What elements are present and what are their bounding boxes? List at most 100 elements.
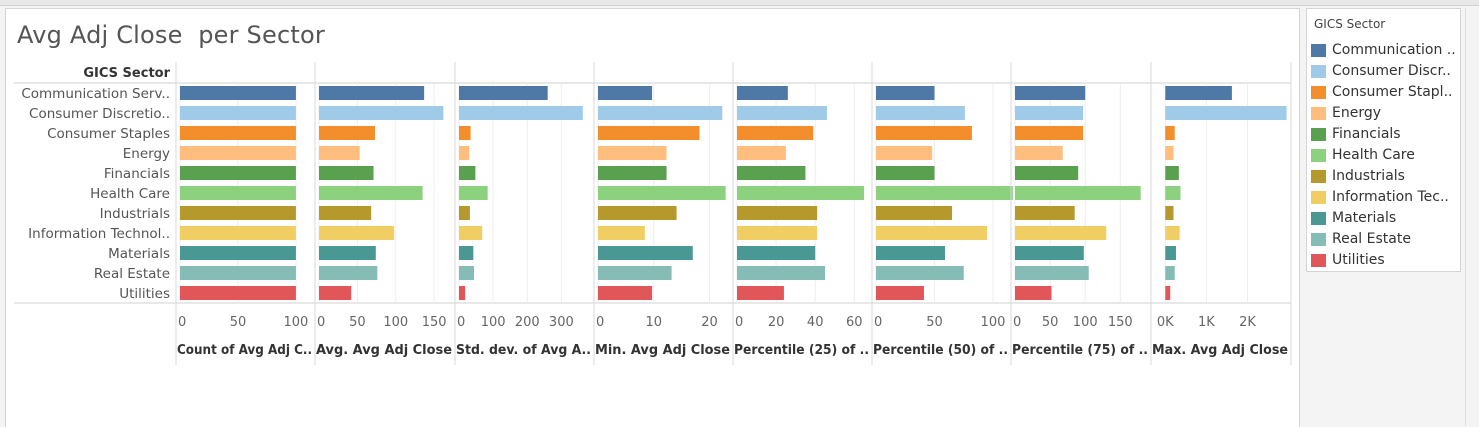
bar — [876, 266, 964, 280]
axis-title: Percentile (75) of .. — [1012, 343, 1148, 358]
bar — [598, 266, 672, 280]
category-label: Communication Serv.. — [21, 86, 170, 102]
tick-label: 200 — [515, 315, 540, 330]
legend-item[interactable]: Health Care — [1311, 146, 1457, 164]
bar — [180, 146, 296, 160]
bar — [319, 166, 374, 180]
bar — [737, 206, 818, 220]
legend-label: Industrials — [1332, 168, 1405, 184]
legend-label: Consumer Stapl.. — [1332, 84, 1453, 100]
bar — [1165, 166, 1179, 180]
legend-label: Communication .. — [1332, 42, 1456, 58]
legend-item[interactable]: Financials — [1311, 125, 1457, 143]
legend-item[interactable]: Information Tec.. — [1311, 188, 1457, 206]
bar — [1165, 226, 1180, 240]
legend-swatch — [1311, 148, 1326, 162]
tick-label: 0K — [1157, 315, 1174, 330]
tick-label: 1K — [1198, 315, 1215, 330]
tick-label: 0 — [596, 315, 604, 330]
bar — [459, 246, 474, 260]
bar — [180, 166, 296, 180]
axis-title: Percentile (25) of .. — [734, 343, 869, 358]
axis-title: Percentile (50) of .. — [873, 343, 1008, 358]
bar — [459, 146, 470, 160]
legend-label: Materials — [1332, 210, 1397, 226]
category-label: Energy — [123, 146, 170, 162]
scrollbar-divider — [1465, 8, 1466, 426]
legend-title: GICS Sector — [1314, 17, 1386, 31]
legend-swatch — [1311, 106, 1326, 120]
legend-item[interactable]: Communication .. — [1311, 41, 1457, 59]
legend-item[interactable]: Industrials — [1311, 167, 1457, 185]
legend-item[interactable]: Consumer Discr.. — [1311, 62, 1457, 80]
bar — [737, 186, 865, 200]
tick-label: 60 — [846, 315, 863, 330]
legend-item[interactable]: Consumer Stapl.. — [1311, 83, 1457, 101]
legend-item[interactable]: Real Estate — [1311, 230, 1457, 248]
legend-item[interactable]: Materials — [1311, 209, 1457, 227]
bar — [876, 186, 1013, 200]
bar — [1015, 166, 1079, 180]
category-label: Consumer Discretio.. — [29, 106, 170, 122]
legend-swatch — [1311, 232, 1326, 246]
category-label: Materials — [108, 246, 170, 262]
bar — [598, 166, 667, 180]
tick-label: 40 — [807, 315, 824, 330]
legend-label: Financials — [1332, 126, 1401, 142]
bar — [459, 166, 476, 180]
bar — [1015, 226, 1107, 240]
bar — [598, 246, 693, 260]
axis-title: Min. Avg Adj Close — [595, 343, 730, 358]
bar — [737, 146, 786, 160]
bar — [598, 286, 653, 300]
axis-title: Std. dev. of Avg A.. — [456, 343, 591, 358]
tick-label: 0 — [178, 315, 186, 330]
tick-label: 150 — [422, 315, 447, 330]
bar — [1165, 106, 1287, 120]
bar — [459, 226, 483, 240]
bar — [737, 226, 818, 240]
tick-label: 0 — [457, 315, 465, 330]
legend-swatch — [1311, 43, 1326, 57]
bar — [737, 106, 827, 120]
legend-item[interactable]: Utilities — [1311, 251, 1457, 269]
bar — [1165, 206, 1174, 220]
bar — [1015, 126, 1084, 140]
tick-label: 100 — [1073, 315, 1098, 330]
tick-label: 300 — [549, 315, 574, 330]
bar — [180, 226, 296, 240]
bar — [319, 146, 360, 160]
color-legend[interactable]: GICS Sector Communication .. Consumer Dis… — [1306, 8, 1461, 272]
category-label: Utilities — [119, 286, 170, 302]
tick-label: 100 — [284, 315, 309, 330]
bar — [876, 226, 988, 240]
bar — [1165, 146, 1174, 160]
axis-title: Avg. Avg Adj Close — [316, 343, 452, 358]
legend-label: Energy — [1332, 105, 1382, 121]
bar — [459, 286, 466, 300]
bar — [1165, 286, 1171, 300]
category-label: Financials — [104, 166, 170, 182]
tick-label: 50 — [349, 315, 366, 330]
bar — [1165, 86, 1232, 100]
bar — [876, 126, 972, 140]
legend-label: Information Tec.. — [1332, 189, 1449, 205]
legend-label: Health Care — [1332, 147, 1415, 163]
bar — [1165, 266, 1175, 280]
bar — [319, 86, 425, 100]
tick-label: 0 — [735, 315, 743, 330]
bar — [1165, 126, 1175, 140]
bar — [180, 106, 296, 120]
tick-label: 10 — [645, 315, 662, 330]
bar — [1015, 206, 1075, 220]
legend-item[interactable]: Energy — [1311, 104, 1457, 122]
axis-title: Count of Avg Adj C.. — [177, 343, 312, 358]
bar — [1015, 186, 1141, 200]
axis-title: Max. Avg Adj Close — [1152, 343, 1288, 358]
bar — [1015, 246, 1084, 260]
bar-chart: GICS Sector Communication Serv.. Consumer … — [14, 62, 1292, 365]
legend-label: Consumer Discr.. — [1332, 63, 1451, 79]
bar — [459, 266, 475, 280]
bar — [876, 286, 924, 300]
bar — [598, 186, 726, 200]
